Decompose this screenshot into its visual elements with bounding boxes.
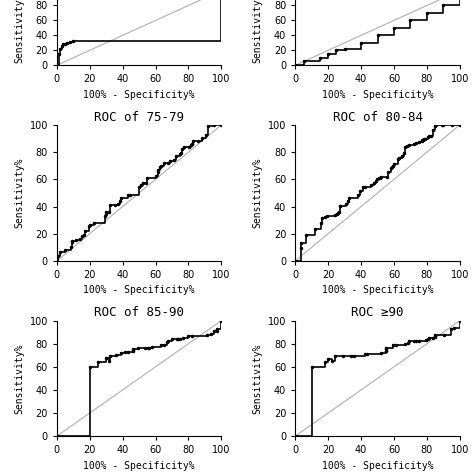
Y-axis label: Sensitivity%: Sensitivity%	[14, 0, 24, 63]
X-axis label: 100% - Specificity%: 100% - Specificity%	[322, 461, 433, 471]
X-axis label: 100% - Specificity%: 100% - Specificity%	[83, 90, 195, 100]
Y-axis label: Sensitivity%: Sensitivity%	[14, 158, 24, 228]
X-axis label: 100% - Specificity%: 100% - Specificity%	[322, 90, 433, 100]
Y-axis label: Sensitivity%: Sensitivity%	[14, 343, 24, 414]
Y-axis label: Sensitivity%: Sensitivity%	[252, 343, 263, 414]
Y-axis label: Sensitivity%: Sensitivity%	[252, 0, 263, 63]
X-axis label: 100% - Specificity%: 100% - Specificity%	[83, 285, 195, 295]
Title: ROC ≥90: ROC ≥90	[351, 307, 404, 319]
Y-axis label: Sensitivity%: Sensitivity%	[252, 158, 263, 228]
Title: ROC of 85-90: ROC of 85-90	[94, 307, 184, 319]
X-axis label: 100% - Specificity%: 100% - Specificity%	[322, 285, 433, 295]
X-axis label: 100% - Specificity%: 100% - Specificity%	[83, 461, 195, 471]
Title: ROC of 75-79: ROC of 75-79	[94, 111, 184, 124]
Title: ROC of 80-84: ROC of 80-84	[333, 111, 422, 124]
